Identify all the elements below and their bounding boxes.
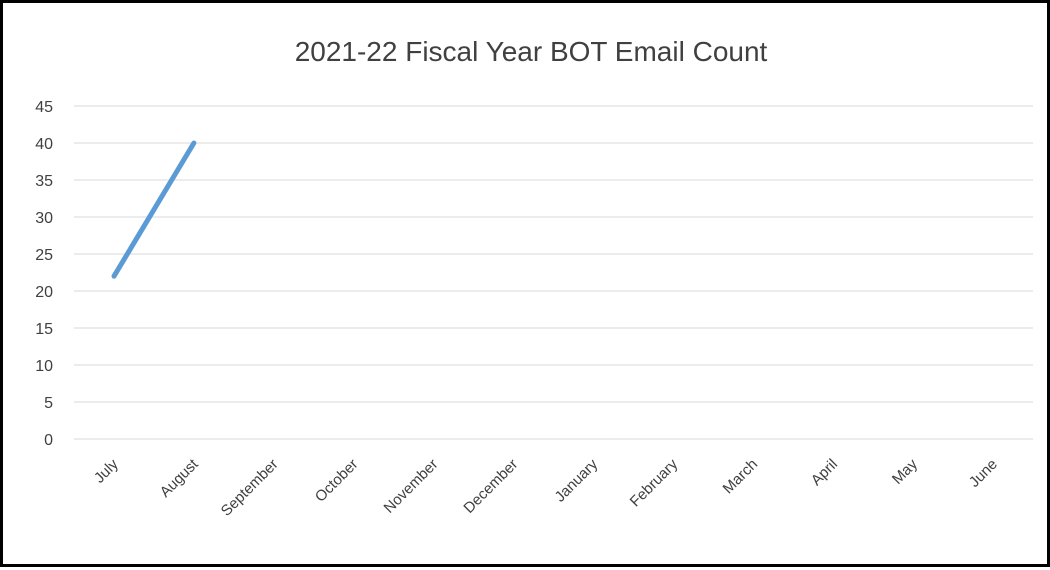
x-tick-label: December	[460, 456, 521, 517]
gridlines	[74, 105, 1033, 440]
x-tick-label: May	[889, 455, 921, 487]
x-tick-label: April	[808, 456, 841, 489]
line-chart: 2021-22 Fiscal Year BOT Email Count 0 5 10…	[35, 36, 1033, 520]
x-tick-label: October	[312, 456, 362, 506]
x-tick-label: July	[91, 455, 122, 486]
series-layer	[111, 140, 197, 279]
y-tick-label: 0	[44, 432, 53, 449]
x-axis-ticks: July August September October November Decemb…	[91, 455, 1001, 519]
x-tick-label: November	[380, 456, 441, 517]
y-tick-label: 35	[35, 173, 53, 190]
y-tick-label: 15	[35, 321, 53, 338]
y-axis-ticks: 0 5 10 15 20 25 30 35 40 45	[35, 99, 53, 449]
x-tick-label: August	[157, 455, 203, 501]
series-line	[111, 140, 197, 279]
y-tick-label: 40	[35, 136, 53, 153]
y-tick-label: 20	[35, 284, 53, 301]
x-tick-label: June	[966, 456, 1001, 491]
x-tick-label: February	[627, 455, 682, 510]
y-tick-label: 25	[35, 247, 53, 264]
y-tick-label: 30	[35, 210, 53, 227]
y-tick-label: 45	[35, 99, 53, 116]
y-tick-label: 5	[44, 395, 53, 412]
x-tick-label: March	[720, 456, 761, 497]
chart-title: 2021-22 Fiscal Year BOT Email Count	[295, 36, 768, 67]
x-tick-label: September	[218, 456, 282, 520]
x-tick-label: January	[552, 455, 602, 505]
y-tick-label: 10	[35, 358, 53, 375]
